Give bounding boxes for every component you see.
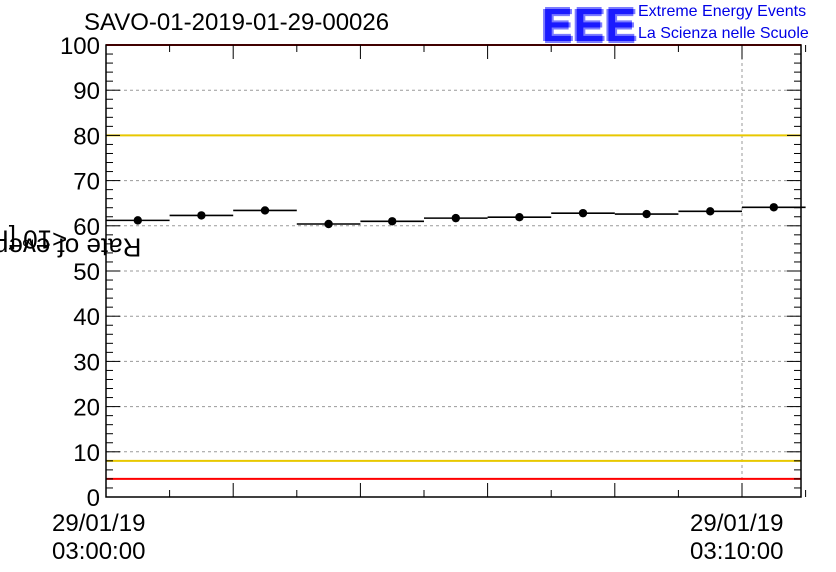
data-point [197, 211, 206, 220]
y-tick-label: 50 [73, 259, 100, 286]
y-tick-label: 40 [73, 304, 100, 331]
x-tick-label-start-date: 29/01/19 [52, 510, 146, 537]
y-tick-label: 80 [73, 123, 100, 150]
chart-title: SAVO-01-2019-01-29-00026 [84, 9, 390, 36]
y-tick-label: 20 [73, 395, 100, 422]
x-tick-label-start: 29/01/19 03:00:00 [52, 510, 145, 566]
logo-line-2: La Scienza nelle Scuole [638, 25, 809, 42]
y-tick-label: 70 [73, 169, 100, 196]
reference-lines [106, 44, 801, 480]
data-point [451, 213, 460, 223]
x-tick-label-end-time: 03:10:00 [690, 538, 784, 565]
y-axis-label-tail: <10 [Hz] [0, 224, 68, 255]
x-tick-label-start-time: 03:00:00 [52, 538, 146, 565]
data-point [769, 203, 778, 212]
x-tick-label-end-date: 29/01/19 [690, 510, 784, 537]
y-tick-label: 90 [73, 78, 100, 105]
y-tick-label: 60 [73, 214, 100, 241]
data-point [133, 216, 142, 225]
grid-layer [106, 45, 801, 497]
data-point [515, 213, 524, 222]
data-point [324, 219, 333, 229]
data-point [706, 207, 715, 216]
data-point [260, 206, 270, 215]
data-point [388, 217, 397, 226]
logo-line-1: Extreme Energy Events [638, 3, 807, 20]
axes: 0 10 20 30 40 50 60 70 80 90 100 [60, 33, 807, 512]
y-tick-label: 100 [60, 33, 100, 60]
y-tick-label: 30 [73, 349, 100, 376]
data-point [642, 209, 651, 219]
x-tick-label-end: 29/01/19 03:10:00 [690, 510, 783, 566]
y-tick-label: 10 [73, 440, 100, 467]
y-tick-label: 0 [87, 485, 100, 512]
eee-logo: EEE [542, 0, 638, 51]
data-point [578, 208, 588, 218]
data-points [106, 203, 806, 229]
